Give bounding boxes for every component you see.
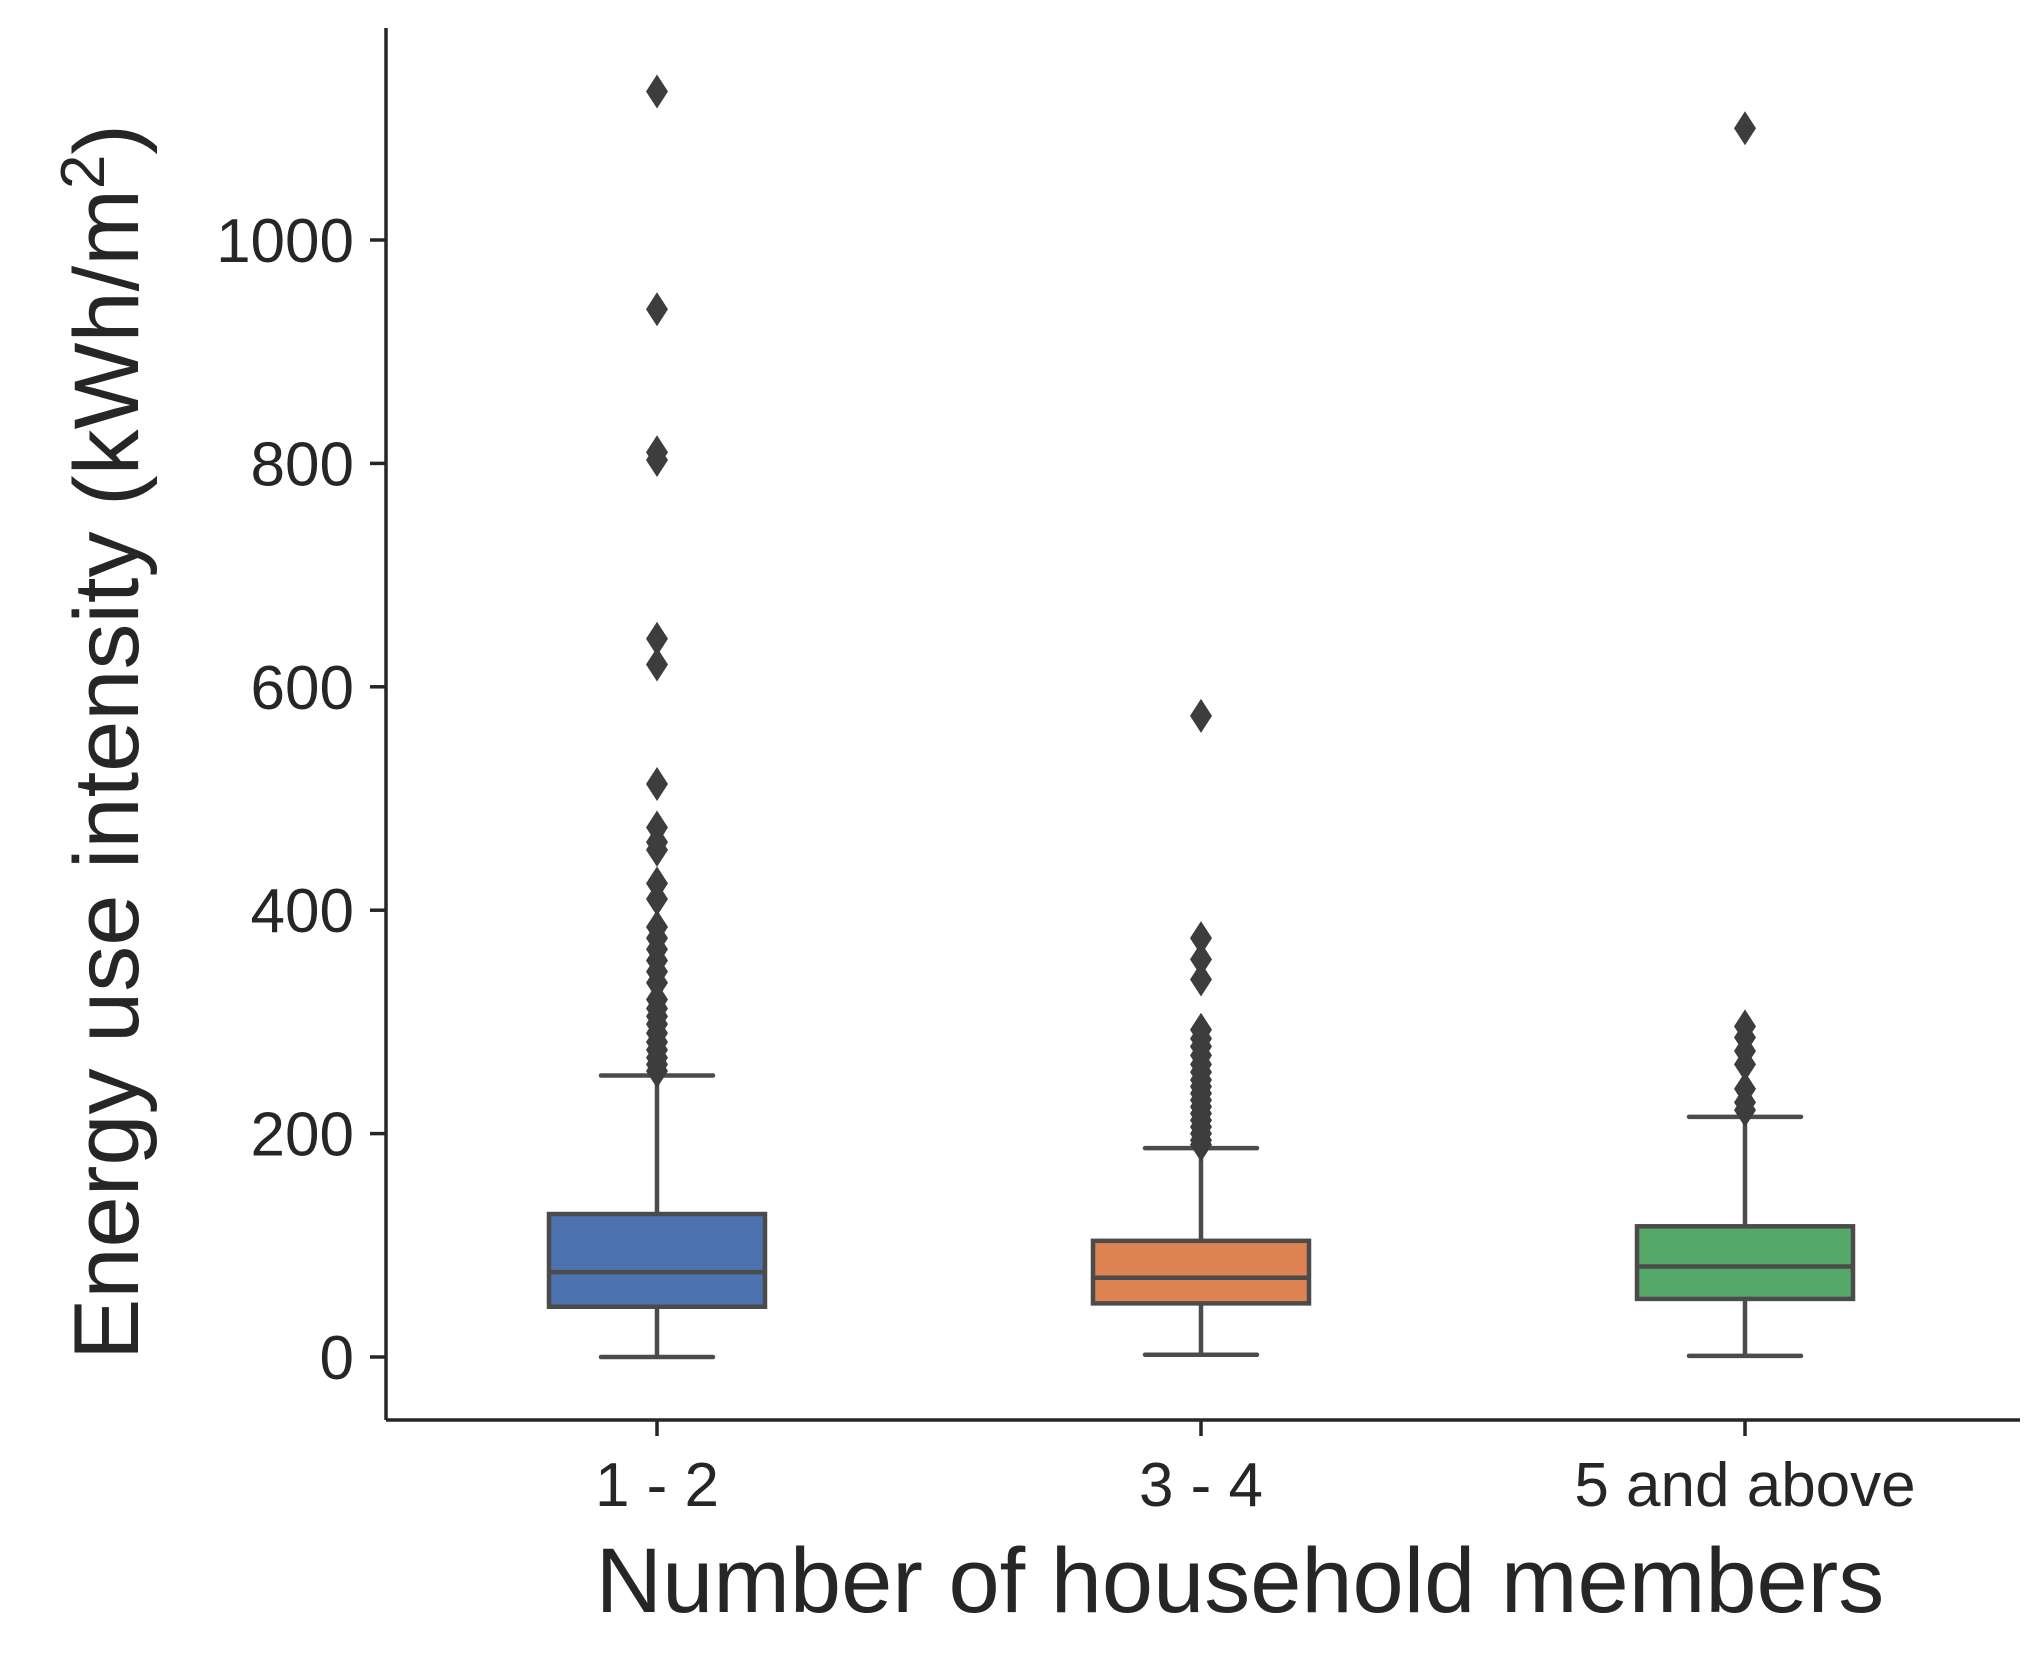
y-axis-label-text: Energy use intensity (kWh/m	[56, 189, 158, 1360]
box-1	[546, 1073, 768, 1360]
outlier-point	[1190, 698, 1212, 733]
y-axis-ticks: 0 200 400 600 800 1000	[216, 207, 386, 1393]
outlier-point	[646, 74, 668, 109]
outlier-point	[646, 832, 668, 867]
outlier-point	[646, 443, 668, 478]
y-tick-label: 800	[251, 430, 354, 499]
y-tick-label: 400	[251, 877, 354, 946]
y-axis-label-close: )	[56, 124, 158, 155]
outlier-point	[646, 1054, 668, 1089]
iqr-box	[546, 1211, 768, 1309]
y-axis-label-superscript: 2	[49, 155, 118, 189]
outlier-point	[1734, 1093, 1756, 1128]
y-tick-label: 600	[251, 654, 354, 723]
outlier-point	[646, 621, 668, 656]
y-tick-label: 200	[251, 1101, 354, 1170]
outlier-point	[1190, 1127, 1212, 1162]
outlier-points	[646, 74, 1756, 1162]
x-tick-label: 5 and above	[1574, 1451, 1915, 1520]
outlier-point	[1190, 921, 1212, 956]
outlier-point	[1734, 111, 1756, 146]
iqr-box	[1634, 1224, 1856, 1302]
box-2	[1090, 1145, 1312, 1358]
y-tick-label: 1000	[216, 207, 354, 276]
outlier-point	[1190, 962, 1212, 997]
x-axis-ticks: 1 - 2 3 - 4 5 and above	[595, 1420, 1916, 1520]
x-tick-label: 1 - 2	[595, 1451, 719, 1520]
outlier-point	[646, 766, 668, 801]
x-tick-label: 3 - 4	[1139, 1451, 1263, 1520]
outlier-point	[646, 647, 668, 682]
outlier-point	[1734, 1047, 1756, 1082]
outlier-point	[1190, 942, 1212, 977]
x-axis-label: Number of household members	[596, 1530, 1885, 1632]
outlier-point	[646, 882, 668, 917]
y-tick-label: 0	[320, 1324, 354, 1393]
box-3	[1634, 1114, 1856, 1359]
outlier-point	[646, 292, 668, 327]
y-axis-label: Energy use intensity (kWh/m2)	[49, 124, 159, 1360]
iqr-box	[1090, 1238, 1312, 1306]
